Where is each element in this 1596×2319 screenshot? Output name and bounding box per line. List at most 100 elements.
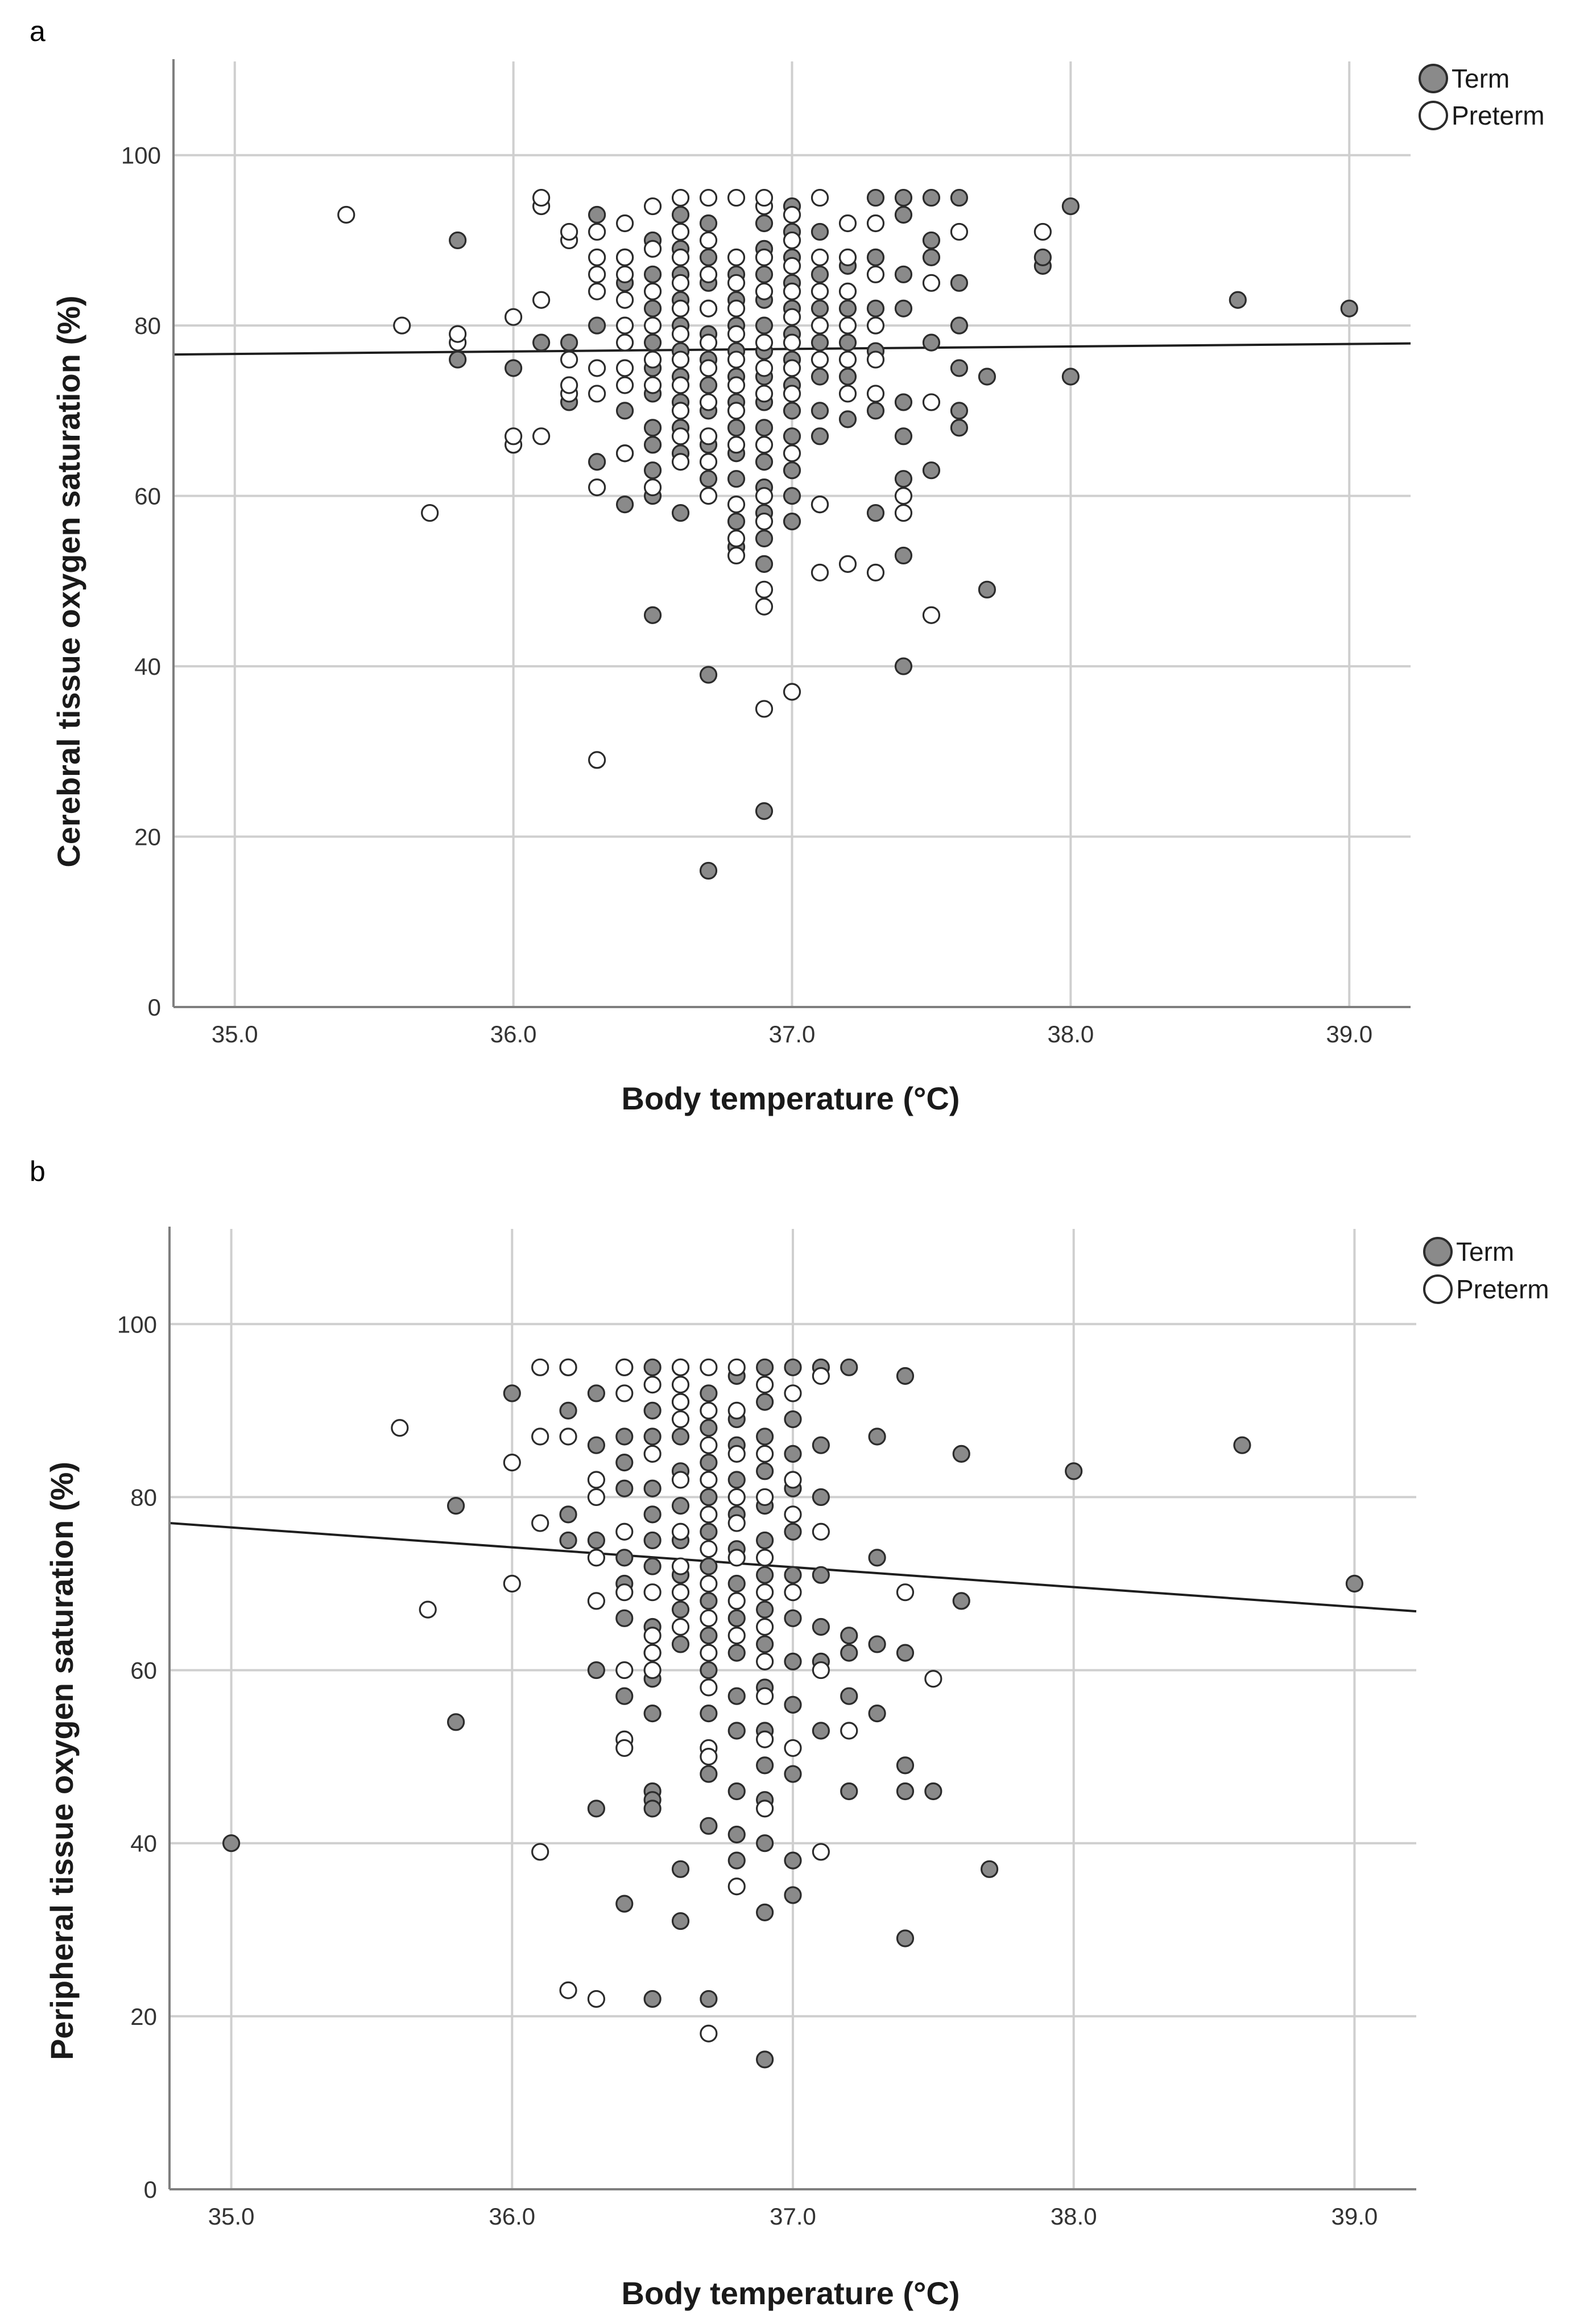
preterm-point: [671, 299, 690, 317]
term-point: [727, 1574, 746, 1593]
term-point: [222, 1834, 241, 1852]
panel-b-axes: [168, 1227, 1416, 2190]
term-point: [978, 580, 997, 599]
term-point: [755, 419, 774, 437]
term-point: [755, 802, 774, 820]
term-point: [783, 461, 801, 480]
term-point: [783, 427, 801, 445]
preterm-point: [588, 222, 606, 241]
term-point: [700, 1384, 718, 1402]
panel-b: b 35.0 36.0 37.0 38.0 39.0 0 20 40 60 80 100 Body …: [30, 1156, 1549, 2311]
term-point: [840, 1627, 858, 1645]
preterm-point: [449, 325, 467, 343]
preterm-point: [671, 248, 690, 266]
preterm-point: [671, 1393, 690, 1411]
preterm-point: [784, 1471, 802, 1489]
panel-a-legend: Term Preterm: [1419, 64, 1545, 130]
term-point: [922, 333, 941, 352]
preterm-point: [615, 1661, 634, 1680]
panel-a-data-points: [337, 188, 1358, 880]
term-point: [812, 1488, 830, 1507]
term-point: [699, 666, 718, 684]
term-point: [615, 1895, 634, 1913]
preterm-point: [783, 444, 801, 463]
preterm-point: [894, 504, 913, 522]
preterm-point: [700, 1609, 718, 1627]
preterm-point: [866, 214, 885, 233]
preterm-point: [671, 325, 690, 343]
preterm-point: [811, 563, 829, 581]
preterm-point: [838, 385, 857, 403]
preterm-point: [784, 1505, 802, 1524]
panel-b-tick-labels: 35.0 36.0 37.0 38.0 39.0 0 20 40 60 80 100: [117, 1311, 1378, 2230]
preterm-point: [700, 1358, 718, 1376]
term-point: [727, 470, 746, 488]
term-point: [896, 1756, 915, 1775]
term-point: [866, 188, 885, 207]
preterm-point: [756, 1445, 774, 1463]
preterm-point: [699, 427, 718, 445]
term-point: [643, 1505, 661, 1524]
preterm-point: [587, 1990, 606, 2008]
preterm-point: [755, 436, 774, 454]
term-point: [727, 512, 746, 531]
preterm-point: [671, 350, 690, 369]
preterm-point: [615, 444, 634, 463]
preterm-point: [866, 265, 885, 283]
preterm-point: [700, 2024, 718, 2042]
term-point: [643, 436, 662, 454]
preterm-point: [811, 350, 829, 369]
term-point: [756, 1427, 774, 1446]
preterm-point: [783, 308, 801, 326]
preterm-point: [866, 563, 885, 581]
preterm-point: [615, 376, 634, 394]
preterm-point: [838, 316, 857, 335]
panel-b-y-axis-title: Peripheral tissue oxygen saturation (%): [44, 1462, 80, 2060]
term-point: [671, 1497, 690, 1515]
term-point: [950, 419, 969, 437]
preterm-point: [643, 316, 662, 335]
term-point: [784, 1522, 802, 1541]
preterm-point: [727, 274, 746, 292]
term-point: [1345, 1574, 1363, 1593]
preterm-point: [727, 1358, 746, 1376]
term-point: [756, 1462, 774, 1480]
preterm-point: [505, 308, 523, 326]
term-point: [446, 1497, 465, 1515]
preterm-point: [756, 1488, 774, 1507]
panel-b-legend-term-label: Term: [1456, 1237, 1514, 1266]
preterm-point: [615, 333, 634, 352]
preterm-point: [671, 1557, 690, 1575]
preterm-point: [671, 402, 690, 420]
y-tick-label: 20: [134, 824, 161, 851]
preterm-point: [671, 1617, 690, 1636]
term-point: [756, 1358, 774, 1376]
term-point: [643, 1990, 661, 2008]
preterm-point: [699, 265, 718, 283]
term-point: [588, 205, 606, 224]
term-point: [950, 274, 969, 292]
preterm-point: [671, 1522, 690, 1541]
preterm-point: [503, 1453, 521, 1472]
preterm-point: [643, 282, 662, 300]
term-point: [588, 316, 606, 335]
term-point: [811, 222, 829, 241]
preterm-point: [559, 1981, 577, 1999]
panel-letter-a: a: [30, 15, 46, 47]
preterm-point: [643, 350, 662, 369]
term-point: [838, 368, 857, 386]
preterm-point: [560, 376, 578, 394]
preterm-point: [727, 495, 746, 514]
term-point: [896, 1929, 915, 1947]
term-point: [896, 1644, 915, 1662]
preterm-point: [643, 1661, 661, 1680]
y-tick-label: 60: [130, 1657, 157, 1684]
term-point: [559, 1505, 577, 1524]
term-point: [894, 393, 913, 411]
preterm-point: [784, 1583, 802, 1602]
term-point: [559, 1531, 577, 1550]
term-point: [784, 1410, 802, 1429]
term-point: [755, 555, 774, 573]
term-point: [643, 1358, 661, 1376]
term-point: [950, 188, 969, 207]
